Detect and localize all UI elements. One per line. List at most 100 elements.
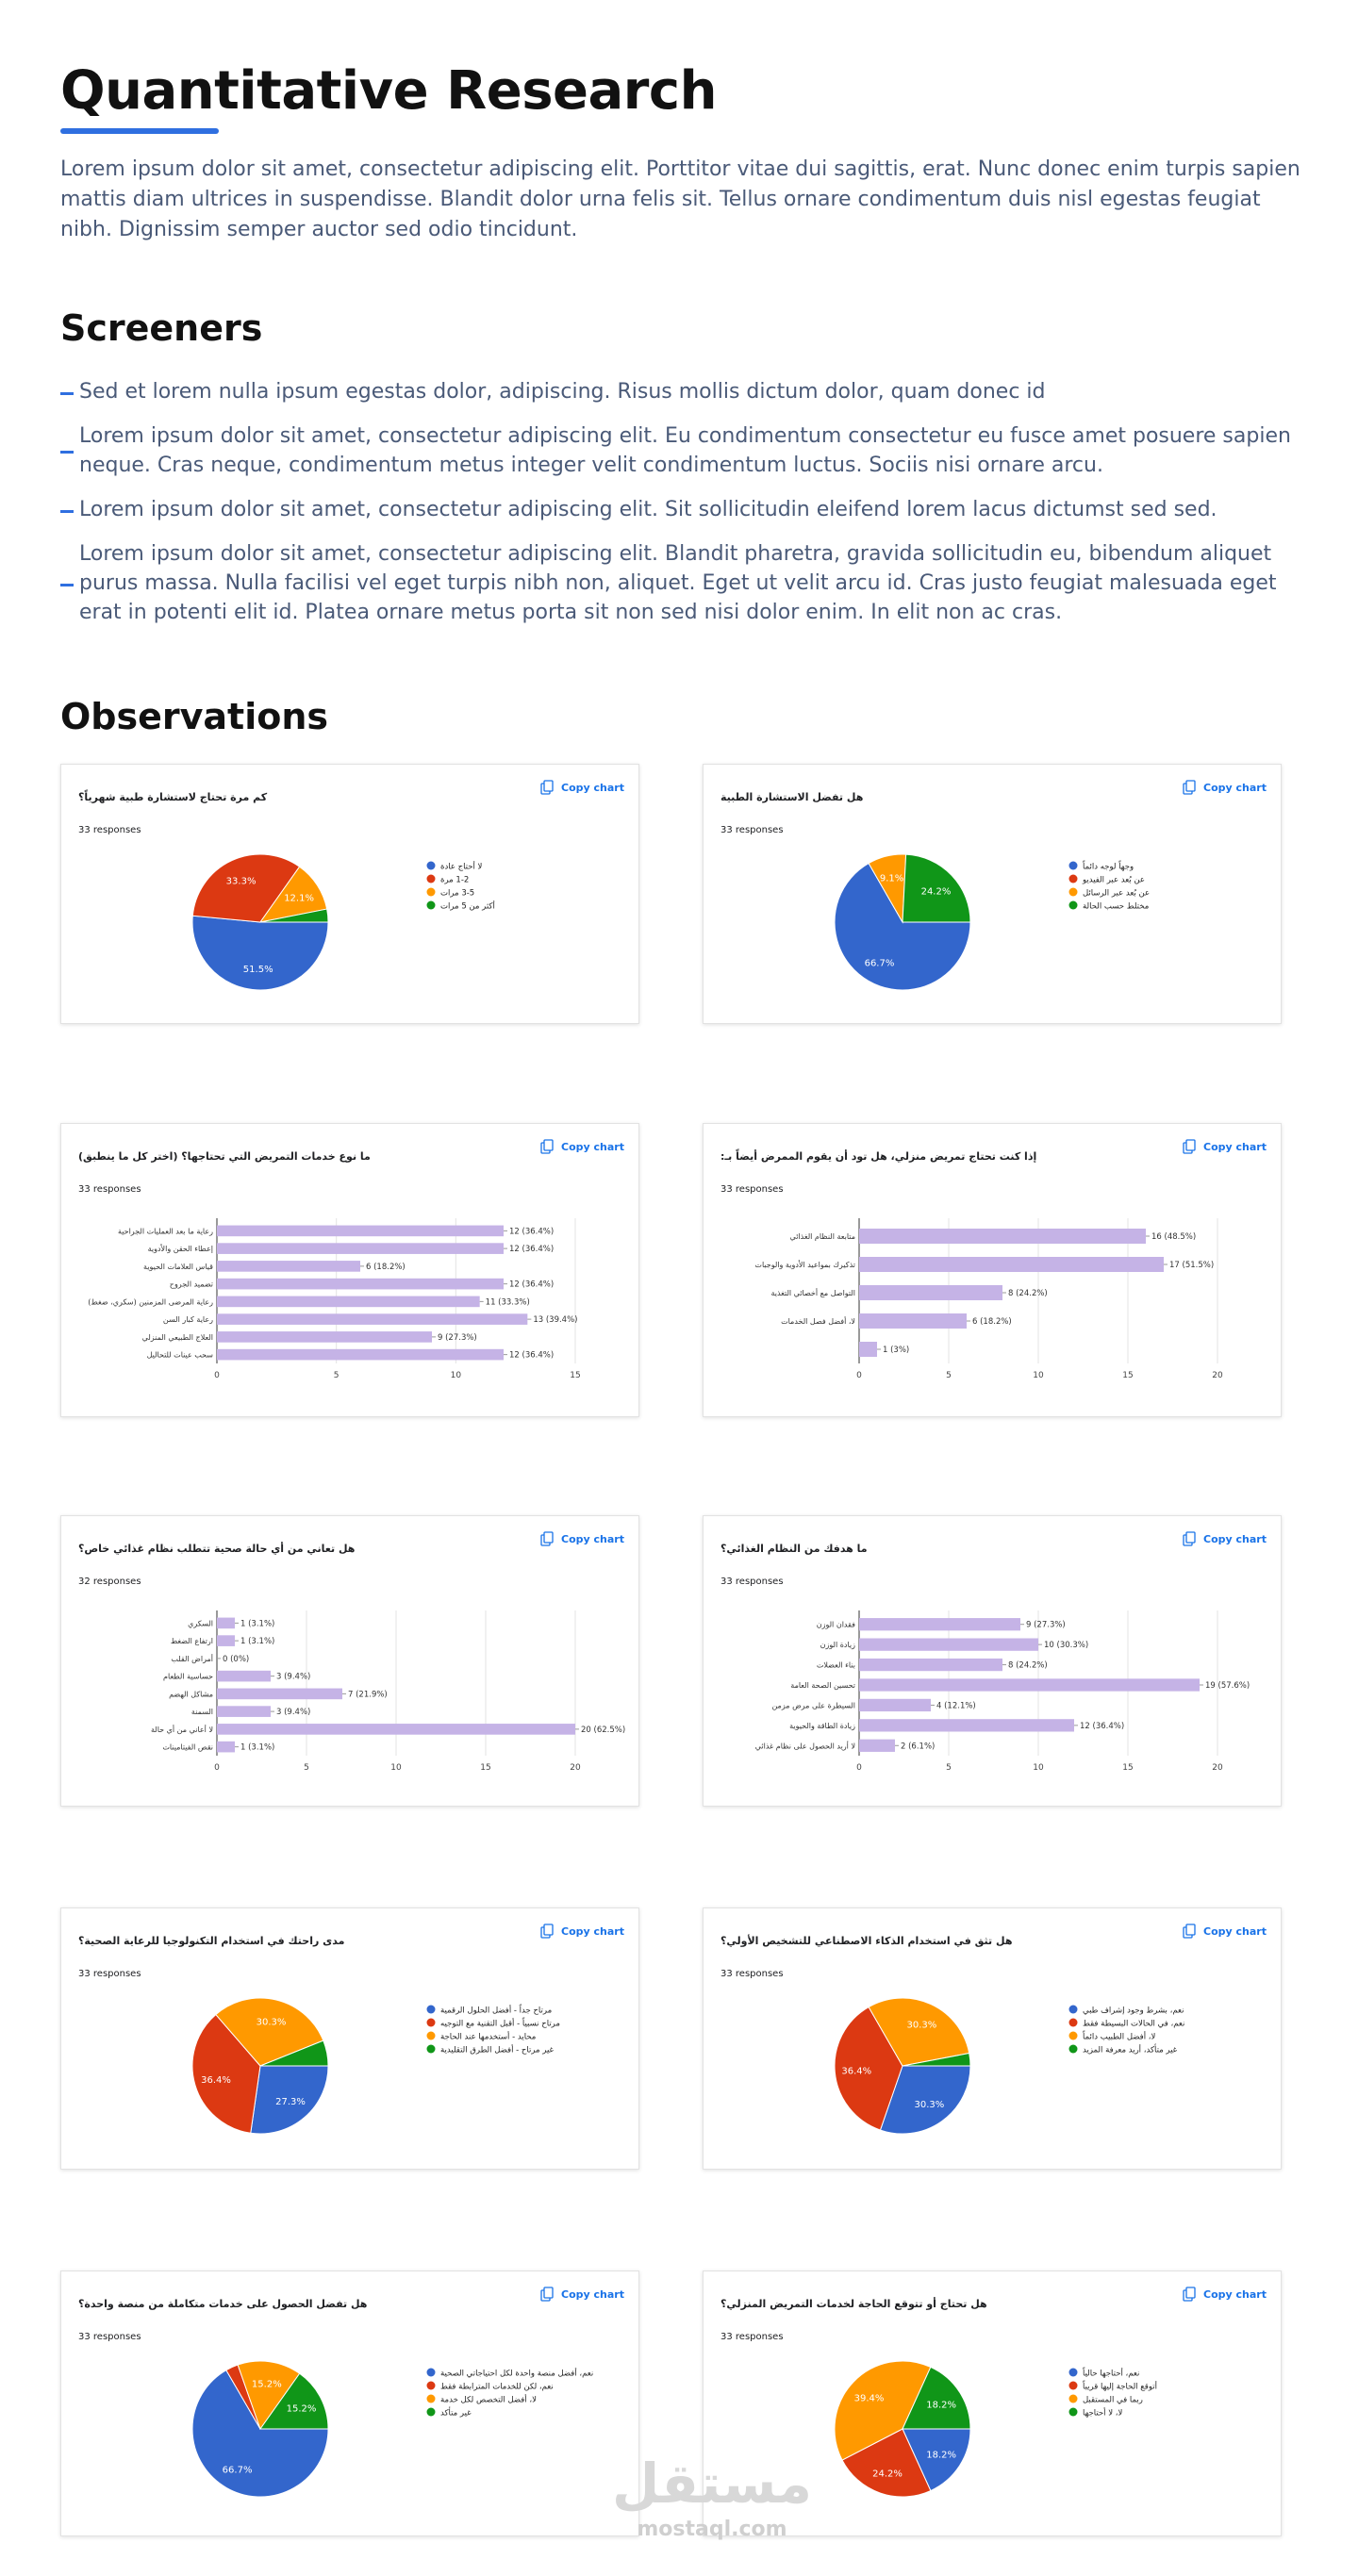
- copy-chart-button[interactable]: Copy chart: [540, 2287, 624, 2302]
- chart-card: هل تحتاج أو تتوقع الحاجة لخدمات التمريض …: [703, 2271, 1282, 2536]
- legend-label: 1-2 مرة: [440, 876, 469, 885]
- category-label: نقص الفيتامينات: [162, 1743, 213, 1752]
- legend-swatch: [426, 2407, 436, 2417]
- bar: [859, 1638, 1038, 1651]
- chart-title: هل تفضل الاستشارة الطبية: [720, 791, 863, 803]
- chart-subtitle: 33 responses: [720, 1969, 784, 1979]
- slice-label: 27.3%: [275, 2097, 306, 2107]
- chart-card: هل تثق في استخدام الذكاء الاصطناعي للتشخ…: [703, 1907, 1282, 2170]
- category-label: التواصل مع أخصائي التغذية: [770, 1288, 855, 1297]
- pie-slice: [834, 2006, 903, 2131]
- bar: [217, 1617, 235, 1629]
- category-label: مشاكل الهضم: [169, 1690, 213, 1698]
- slice-label: 30.3%: [257, 2017, 287, 2027]
- copy-chart-button[interactable]: Copy chart: [540, 1924, 624, 1939]
- category-label: زيادة الطاقة والحيوية: [789, 1722, 855, 1730]
- legend-label: لا أحتاج عادة: [440, 861, 482, 872]
- category-label: السكري: [188, 1619, 213, 1627]
- bar: [217, 1706, 271, 1717]
- category-label: لا، أفضل فصل الخدمات: [781, 1316, 855, 1326]
- bar-value-label: 1 (3%): [883, 1346, 909, 1355]
- copy-icon: [1185, 1139, 1196, 1151]
- chart-subtitle: 33 responses: [720, 1184, 784, 1195]
- copy-chart-button[interactable]: Copy chart: [1183, 780, 1267, 795]
- chart-subtitle: 32 responses: [78, 1577, 141, 1587]
- bullet-dash: [60, 451, 74, 454]
- category-label: رعاية المرضى المزمنين (سكري، ضغط): [88, 1297, 213, 1306]
- screener-text: Sed et lorem nulla ipsum egestas dolor, …: [79, 380, 1046, 404]
- bar-value-label: 11 (33.3%): [486, 1297, 530, 1307]
- chart-title: هل تفضل الحصول على خدمات متكاملة من منصة…: [78, 2298, 367, 2310]
- legend-label: محايد - أستخدمها عند الحاجة: [440, 2031, 536, 2042]
- slice-label: 51.5%: [243, 965, 273, 975]
- bar: [859, 1342, 877, 1357]
- copy-chart-button[interactable]: Copy chart: [540, 780, 624, 795]
- bar-value-label: 1 (3.1%): [240, 1743, 274, 1753]
- copy-chart-button[interactable]: Copy chart: [540, 1531, 624, 1546]
- pie-slice: [902, 2366, 971, 2430]
- legend-swatch: [426, 2005, 436, 2014]
- copy-chart-button[interactable]: Copy chart: [1183, 2287, 1267, 2302]
- bar: [859, 1618, 1020, 1631]
- legend-swatch: [426, 874, 436, 883]
- copy-chart-label: Copy chart: [561, 782, 624, 794]
- bar-value-label: 6 (18.2%): [972, 1317, 1012, 1327]
- bar: [859, 1739, 895, 1752]
- bar-value-label: 1 (3.1%): [240, 1637, 274, 1646]
- pie-slice: [902, 2052, 971, 2067]
- legend-label: عن بُعد عبر الفيديو: [1082, 875, 1145, 884]
- bar: [217, 1278, 504, 1290]
- copy-chart-label: Copy chart: [1203, 1925, 1267, 1938]
- legend-swatch: [1068, 874, 1078, 883]
- copy-chart-label: Copy chart: [561, 2288, 624, 2301]
- copy-chart-button[interactable]: Copy chart: [1183, 1531, 1267, 1546]
- bar: [859, 1257, 1164, 1272]
- legend-swatch: [426, 861, 436, 870]
- x-tick-label: 20: [1212, 1371, 1223, 1380]
- chart-card: هل تفضل الاستشارة الطبية 33 responses Copy…: [703, 764, 1282, 1024]
- bar: [859, 1658, 1002, 1672]
- pie-slice: [259, 2372, 329, 2430]
- bar: [217, 1635, 235, 1646]
- bar: [217, 1688, 342, 1700]
- screener-list: Sed et lorem nulla ipsum egestas dolor, …: [60, 377, 1305, 642]
- copy-chart-button[interactable]: Copy chart: [1183, 1139, 1267, 1154]
- copy-chart-button[interactable]: Copy chart: [1183, 1924, 1267, 1939]
- copy-chart-label: Copy chart: [1203, 782, 1267, 794]
- category-label: تحسين الصحة العامة: [790, 1681, 855, 1690]
- bar: [859, 1698, 931, 1712]
- category-label: أمراض القلب: [171, 1654, 213, 1663]
- bar-value-label: 16 (48.5%): [1151, 1232, 1196, 1242]
- bar-value-label: 8 (24.2%): [1008, 1661, 1048, 1671]
- chart-title: ما هدفك من النظام الغذائي؟: [720, 1543, 868, 1555]
- category-label: تضميد الجروح: [170, 1280, 213, 1289]
- bar: [859, 1229, 1146, 1244]
- screener-text: Lorem ipsum dolor sit amet, consectetur …: [79, 424, 1291, 477]
- category-label: متابعة النظام الغذائي: [790, 1232, 855, 1241]
- pie-slice: [215, 1997, 324, 2067]
- pie-slice: [259, 2039, 329, 2067]
- legend-label: أكثر من 5 مرات: [440, 900, 495, 912]
- legend-swatch: [1068, 2394, 1078, 2403]
- legend-swatch: [1068, 2031, 1078, 2040]
- chart-title: ما نوع خدمات التمريض التي تحتاجها؟ (اختر…: [78, 1150, 371, 1163]
- intro-text: Lorem ipsum dolor sit amet, consectetur …: [60, 157, 1300, 241]
- category-label: رعاية كبار السن: [163, 1315, 213, 1324]
- watermark-site: mostaql.com: [637, 2518, 787, 2541]
- x-tick-label: 5: [334, 1371, 340, 1380]
- chart-title: هل تعاني من أي حالة صحية تتطلب نظام غذائ…: [78, 1542, 355, 1555]
- legend-label: مرتاح نسبياً - أقبل التقنية مع التوجيه: [440, 2017, 560, 2029]
- slice-label: 15.2%: [252, 2380, 282, 2390]
- category-label: قياس العلامات الحيوية: [143, 1263, 213, 1271]
- copy-chart-label: Copy chart: [561, 1141, 624, 1153]
- legend-swatch: [426, 2018, 436, 2027]
- copy-chart-label: Copy chart: [561, 1533, 624, 1545]
- copy-chart-label: Copy chart: [1203, 1141, 1267, 1153]
- page-title: Quantitative Research: [60, 60, 717, 122]
- copy-chart-label: Copy chart: [1203, 1533, 1267, 1545]
- watermark-logo: مستقل: [611, 2452, 813, 2516]
- copy-chart-button[interactable]: Copy chart: [540, 1139, 624, 1154]
- pie-slice: [879, 2065, 971, 2135]
- legend-swatch: [426, 2031, 436, 2040]
- slice-label: 24.2%: [921, 886, 952, 897]
